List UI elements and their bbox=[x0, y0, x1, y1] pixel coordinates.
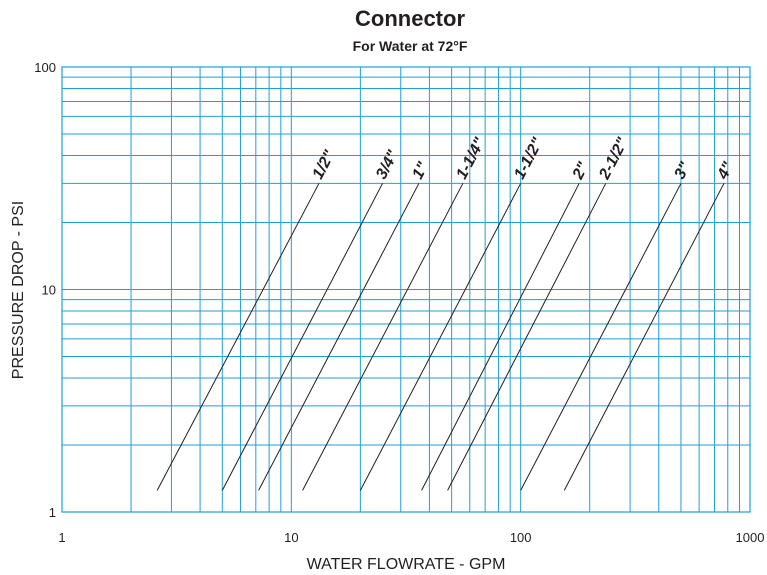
x-tick-label: 1 bbox=[58, 530, 65, 545]
tick-labels: 1 10 100 1000 1 10 100 bbox=[34, 60, 764, 545]
series-line bbox=[302, 183, 464, 491]
series-label: 3/4" bbox=[373, 147, 402, 182]
series-line bbox=[258, 183, 420, 491]
series-label: 1-1/4" bbox=[453, 135, 489, 182]
series-line bbox=[421, 183, 580, 491]
y-tick-label: 1 bbox=[49, 505, 56, 520]
x-tick-label: 1000 bbox=[736, 530, 765, 545]
series-label: 2" bbox=[569, 159, 592, 183]
series-label: 3" bbox=[671, 159, 694, 182]
series-line bbox=[447, 183, 607, 491]
y-axis-label: PRESSURE DROP - PSI bbox=[10, 201, 27, 379]
y-tick-label: 10 bbox=[42, 283, 56, 298]
x-tick-label: 10 bbox=[284, 530, 298, 545]
series-line bbox=[563, 183, 725, 491]
plot-frame bbox=[61, 66, 751, 513]
series-group: 1/2" 3/4" 1" 1-1/4" 1-1/2" 2" 2-1/2" 3" 4" bbox=[156, 135, 737, 491]
series-label: 4" bbox=[714, 159, 737, 183]
series-label: 1-1/2" bbox=[511, 135, 547, 182]
y-tick-label: 100 bbox=[34, 60, 56, 75]
series-line bbox=[156, 183, 320, 491]
series-label: 1" bbox=[409, 159, 432, 182]
grid bbox=[62, 67, 750, 512]
series-line bbox=[520, 183, 682, 491]
chart-title: Connector bbox=[355, 6, 465, 31]
chart-subtitle: For Water at 72°F bbox=[353, 38, 468, 54]
x-axis-label: WATER FLOWRATE - GPM bbox=[307, 556, 506, 573]
series-label: 1/2" bbox=[310, 147, 339, 182]
series-line bbox=[221, 183, 384, 491]
series-label: 2-1/2" bbox=[596, 135, 632, 183]
x-tick-label: 100 bbox=[510, 530, 532, 545]
series-line bbox=[359, 183, 522, 491]
